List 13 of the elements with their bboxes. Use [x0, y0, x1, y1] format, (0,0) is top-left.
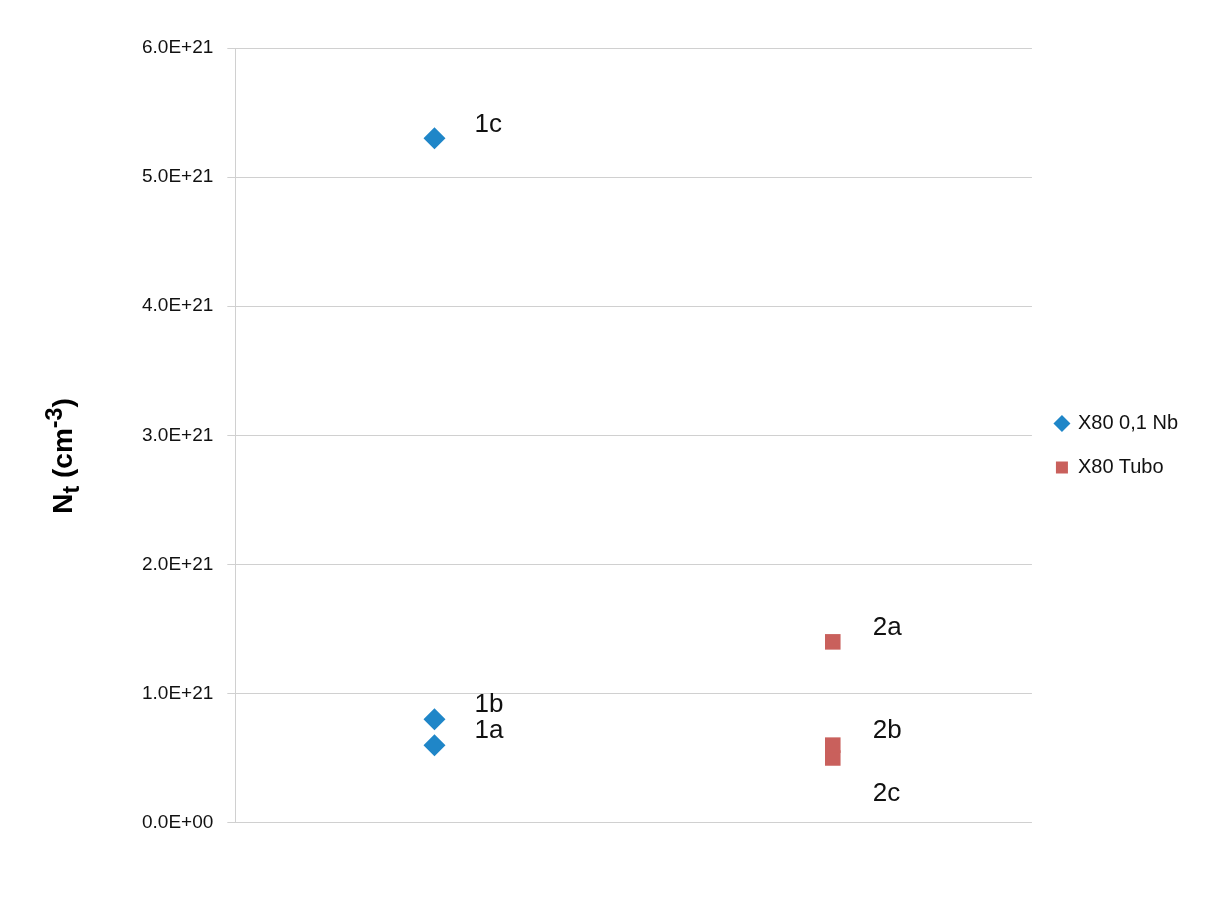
y-tick-label: 4.0E+21 [141, 294, 214, 316]
legend-label: X80 0,1 Nb [1077, 411, 1179, 434]
y-tick-label: 2.0E+21 [141, 552, 214, 574]
annotation: 2c [872, 777, 901, 808]
annotation: 1c [474, 107, 502, 138]
legend-label: X80 Tubo [1077, 455, 1164, 478]
y-tick-label: 1.0E+21 [141, 681, 214, 703]
annotation: 2a [872, 611, 903, 642]
y-tick-label: 5.0E+21 [141, 165, 214, 187]
annotation: 2b [872, 714, 902, 745]
y-tick-label: 6.0E+21 [141, 36, 214, 58]
y-tick-label: 0.0E+00 [141, 810, 214, 832]
y-tick-label: 3.0E+21 [141, 423, 214, 445]
